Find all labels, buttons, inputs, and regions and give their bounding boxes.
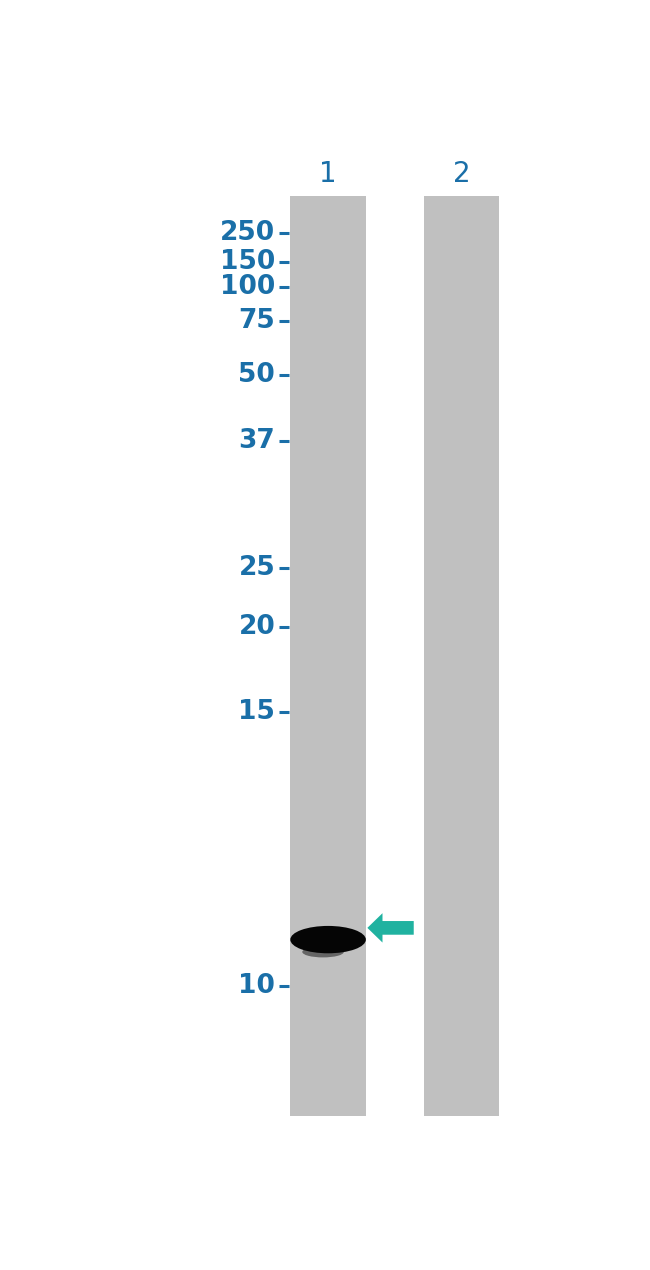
Text: 10: 10 [239, 973, 275, 998]
Bar [291, 197, 366, 1115]
Text: 25: 25 [239, 555, 275, 580]
Ellipse shape [302, 946, 344, 958]
Text: 1: 1 [319, 160, 337, 188]
Text: 2: 2 [453, 160, 471, 188]
Text: 150: 150 [220, 249, 275, 274]
Text: 250: 250 [220, 220, 275, 245]
Text: 50: 50 [239, 362, 275, 389]
Bar [424, 197, 499, 1115]
Text: 20: 20 [239, 613, 275, 640]
Text: 15: 15 [239, 698, 275, 725]
Text: 75: 75 [239, 307, 275, 334]
FancyArrow shape [367, 913, 414, 942]
Text: 100: 100 [220, 274, 275, 300]
Text: 37: 37 [239, 428, 275, 453]
Ellipse shape [291, 926, 366, 954]
